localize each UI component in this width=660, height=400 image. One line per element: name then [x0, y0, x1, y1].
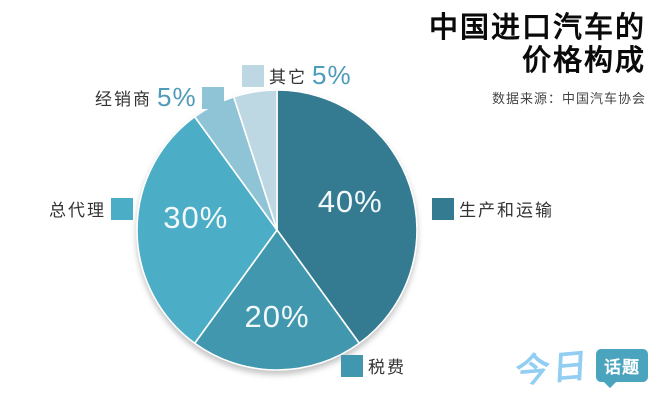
page-title-line1: 中国进口汽车的 [428, 12, 646, 44]
legend-item-tax: 税费 [341, 353, 411, 378]
legend-pct-other: 5% [312, 60, 352, 90]
legend-swatch-production [432, 197, 454, 220]
pie-chart [136, 89, 418, 371]
pie-slice-label-2: 30% [163, 200, 229, 235]
legend-swatch-dealer [201, 86, 224, 109]
legend-item-dealer: 经销商 5% [90, 82, 224, 113]
legend-item-other: 其它 5% [242, 60, 357, 91]
legend-label-dealer: 经销商 [95, 90, 152, 109]
legend-swatch-general-agent [111, 197, 133, 220]
logo-script-text: 今日 [514, 346, 592, 392]
legend-item-general-agent: 总代理 [44, 196, 133, 221]
pie-slice-1 [193, 229, 361, 371]
pie-slice-4 [232, 89, 278, 231]
brand-logo: 今日 话题 [514, 341, 648, 392]
legend-pct-dealer: 5% [157, 82, 197, 112]
legend-label-other: 其它 [269, 68, 307, 87]
data-source-note: 数据来源：中国汽车协会 [491, 90, 646, 106]
pie-slice-label-1: 20% [244, 298, 310, 334]
legend-label-tax: 税费 [368, 358, 406, 377]
pie-slice-0 [276, 89, 418, 345]
legend-swatch-tax [341, 354, 363, 377]
logo-speech-bubble: 话题 [596, 349, 648, 389]
pie-slice-2 [136, 115, 278, 345]
legend-swatch-other [242, 64, 264, 87]
logo-bubble-text: 话题 [604, 358, 640, 377]
legend-label-general-agent: 总代理 [49, 201, 106, 220]
title-block: 中国进口汽车的 价格构成 数据来源：中国汽车协会 [429, 12, 646, 107]
pie-chart-area [127, 80, 427, 380]
pie-slice-label-0: 40% [317, 184, 383, 220]
legend-item-production: 生产和运输 [432, 196, 559, 221]
legend-label-production: 生产和运输 [459, 201, 554, 220]
page-title-line2: 价格构成 [521, 45, 646, 78]
